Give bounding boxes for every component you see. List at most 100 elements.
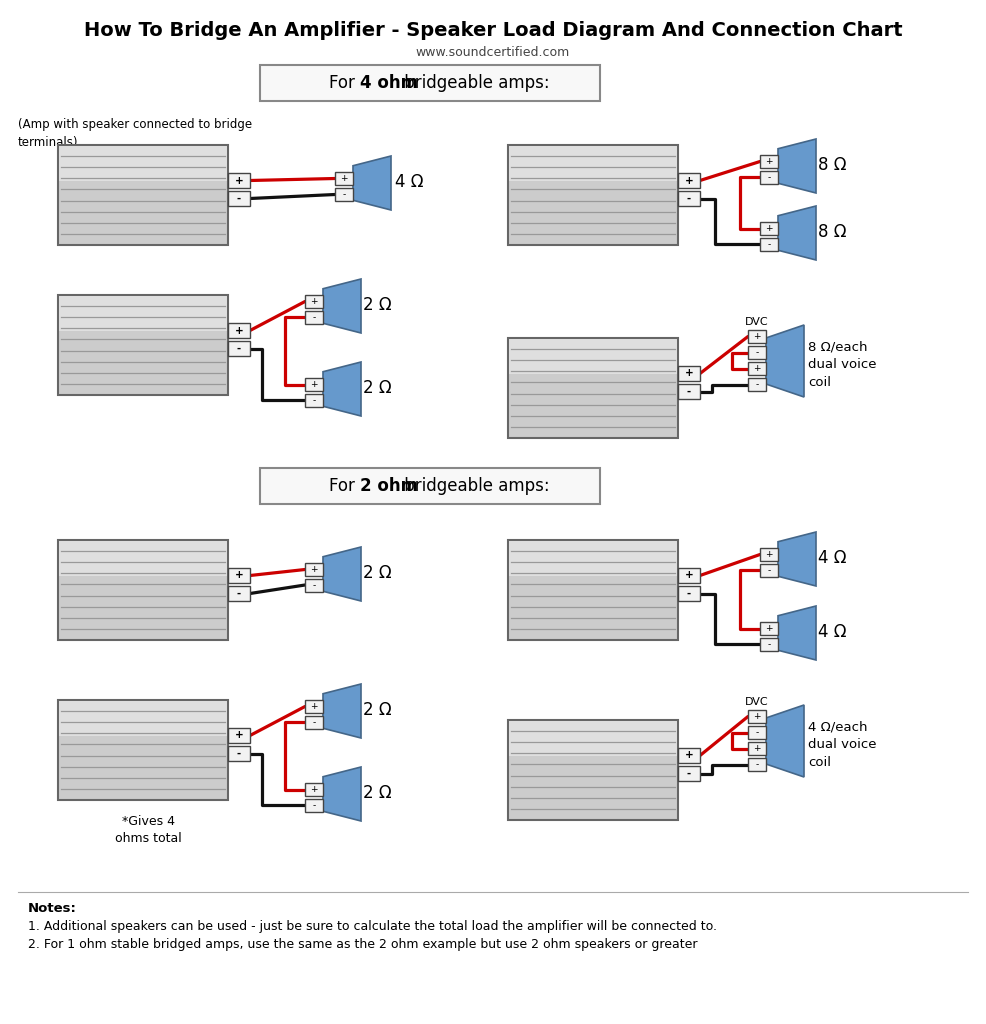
Text: +: + bbox=[311, 702, 317, 711]
Text: -: - bbox=[767, 566, 771, 575]
Text: +: + bbox=[235, 326, 244, 336]
FancyBboxPatch shape bbox=[228, 728, 250, 743]
Text: +: + bbox=[311, 380, 317, 389]
Text: 2 Ω: 2 Ω bbox=[363, 701, 391, 719]
Text: +: + bbox=[311, 297, 317, 306]
FancyBboxPatch shape bbox=[228, 323, 250, 338]
FancyBboxPatch shape bbox=[508, 145, 678, 245]
FancyBboxPatch shape bbox=[508, 540, 678, 640]
Polygon shape bbox=[766, 705, 804, 777]
Text: +: + bbox=[340, 174, 348, 183]
FancyBboxPatch shape bbox=[509, 339, 677, 374]
Text: For: For bbox=[328, 477, 360, 495]
FancyBboxPatch shape bbox=[509, 541, 677, 575]
FancyBboxPatch shape bbox=[305, 579, 323, 592]
Text: -: - bbox=[342, 190, 346, 199]
FancyBboxPatch shape bbox=[748, 378, 766, 391]
Text: +: + bbox=[765, 157, 773, 166]
Polygon shape bbox=[323, 684, 361, 738]
Polygon shape bbox=[323, 767, 361, 821]
Text: bridgeable amps:: bridgeable amps: bbox=[398, 477, 549, 495]
FancyBboxPatch shape bbox=[748, 726, 766, 739]
FancyBboxPatch shape bbox=[678, 568, 700, 583]
Text: -: - bbox=[313, 801, 316, 810]
FancyBboxPatch shape bbox=[260, 65, 600, 101]
FancyBboxPatch shape bbox=[678, 384, 700, 399]
Text: -: - bbox=[755, 348, 758, 357]
FancyBboxPatch shape bbox=[748, 362, 766, 375]
FancyBboxPatch shape bbox=[59, 701, 227, 736]
Polygon shape bbox=[778, 139, 816, 193]
FancyBboxPatch shape bbox=[509, 146, 677, 181]
FancyBboxPatch shape bbox=[748, 346, 766, 359]
Text: -: - bbox=[237, 194, 242, 204]
FancyBboxPatch shape bbox=[748, 710, 766, 723]
FancyBboxPatch shape bbox=[335, 188, 353, 201]
Text: +: + bbox=[235, 730, 244, 740]
Polygon shape bbox=[323, 547, 361, 601]
Text: 2 Ω: 2 Ω bbox=[363, 784, 391, 802]
Text: 1. Additional speakers can be used - just be sure to calculate the total load th: 1. Additional speakers can be used - jus… bbox=[28, 920, 717, 933]
Text: +: + bbox=[235, 175, 244, 185]
Text: 4 Ω/each
dual voice
coil: 4 Ω/each dual voice coil bbox=[808, 721, 877, 769]
Text: +: + bbox=[765, 550, 773, 559]
FancyBboxPatch shape bbox=[678, 366, 700, 381]
Text: For: For bbox=[328, 74, 360, 92]
FancyBboxPatch shape bbox=[228, 173, 250, 188]
Text: -: - bbox=[687, 386, 691, 396]
Text: -: - bbox=[313, 313, 316, 322]
Text: 2 Ω: 2 Ω bbox=[363, 564, 391, 582]
FancyBboxPatch shape bbox=[260, 468, 600, 504]
FancyBboxPatch shape bbox=[58, 540, 228, 640]
Text: 4 ohm: 4 ohm bbox=[360, 74, 418, 92]
Text: +: + bbox=[765, 224, 773, 233]
FancyBboxPatch shape bbox=[58, 295, 228, 395]
FancyBboxPatch shape bbox=[305, 700, 323, 713]
Text: -: - bbox=[767, 173, 771, 182]
FancyBboxPatch shape bbox=[59, 146, 227, 181]
Text: -: - bbox=[237, 589, 242, 598]
Text: *Gives 4
ohms total: *Gives 4 ohms total bbox=[114, 815, 181, 845]
FancyBboxPatch shape bbox=[228, 341, 250, 356]
Text: +: + bbox=[311, 785, 317, 794]
Text: DVC: DVC bbox=[745, 697, 769, 707]
FancyBboxPatch shape bbox=[678, 191, 700, 206]
FancyBboxPatch shape bbox=[305, 311, 323, 324]
Text: +: + bbox=[753, 364, 761, 373]
Text: www.soundcertified.com: www.soundcertified.com bbox=[416, 45, 570, 58]
FancyBboxPatch shape bbox=[508, 720, 678, 820]
Text: +: + bbox=[684, 751, 693, 761]
Text: 2 ohm: 2 ohm bbox=[360, 477, 418, 495]
Text: 2 Ω: 2 Ω bbox=[363, 296, 391, 314]
Text: -: - bbox=[767, 240, 771, 249]
Text: +: + bbox=[765, 624, 773, 633]
FancyBboxPatch shape bbox=[305, 563, 323, 575]
Text: +: + bbox=[753, 712, 761, 721]
Polygon shape bbox=[778, 532, 816, 586]
Polygon shape bbox=[778, 206, 816, 260]
FancyBboxPatch shape bbox=[678, 173, 700, 188]
FancyBboxPatch shape bbox=[228, 586, 250, 601]
FancyBboxPatch shape bbox=[748, 758, 766, 771]
Text: -: - bbox=[313, 581, 316, 590]
FancyBboxPatch shape bbox=[58, 145, 228, 245]
FancyBboxPatch shape bbox=[305, 378, 323, 391]
FancyBboxPatch shape bbox=[748, 742, 766, 755]
Text: -: - bbox=[767, 640, 771, 649]
Text: Notes:: Notes: bbox=[28, 902, 77, 915]
Text: 4 Ω: 4 Ω bbox=[818, 623, 847, 641]
FancyBboxPatch shape bbox=[305, 295, 323, 308]
Text: 4 Ω: 4 Ω bbox=[395, 173, 424, 191]
FancyBboxPatch shape bbox=[59, 296, 227, 331]
Polygon shape bbox=[778, 606, 816, 660]
FancyBboxPatch shape bbox=[58, 700, 228, 800]
Polygon shape bbox=[323, 279, 361, 333]
Text: How To Bridge An Amplifier - Speaker Load Diagram And Connection Chart: How To Bridge An Amplifier - Speaker Loa… bbox=[84, 20, 902, 40]
Text: -: - bbox=[755, 728, 758, 737]
Text: -: - bbox=[755, 380, 758, 389]
FancyBboxPatch shape bbox=[228, 191, 250, 206]
FancyBboxPatch shape bbox=[760, 155, 778, 168]
Text: -: - bbox=[313, 718, 316, 727]
FancyBboxPatch shape bbox=[760, 564, 778, 577]
FancyBboxPatch shape bbox=[678, 586, 700, 601]
